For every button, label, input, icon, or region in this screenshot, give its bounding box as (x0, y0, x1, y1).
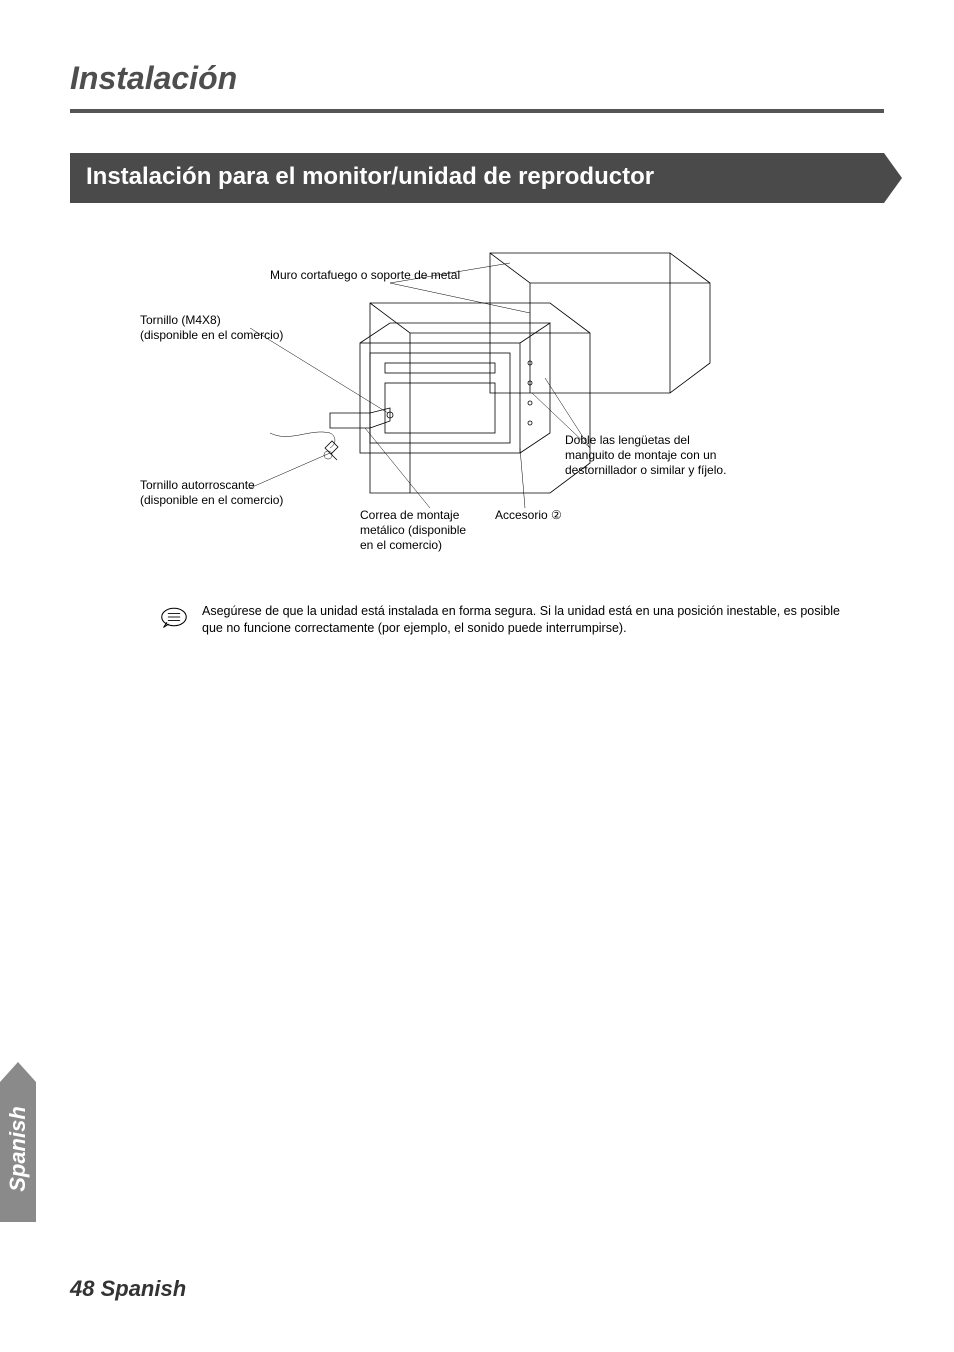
section-heading: Instalación para el monitor/unidad de re… (86, 163, 654, 190)
note-row: Asegúrese de que la unidad está instalad… (160, 603, 844, 637)
page: Instalación Instalación para el monitor/… (0, 0, 954, 1352)
page-footer: 48 Spanish (70, 1276, 186, 1302)
lang-tab-text: Spanish (5, 1089, 31, 1209)
label-tabs: Doble las lengüetas del manguito de mont… (565, 433, 726, 478)
note-text: Asegúrese de que la unidad está instalad… (202, 603, 844, 637)
section-banner: Instalación para el monitor/unidad de re… (70, 153, 884, 203)
installation-diagram: Muro cortafuego o soporte de metal Torni… (70, 233, 884, 593)
label-firewall: Muro cortafuego o soporte de metal (270, 268, 460, 283)
label-strap: Correa de montaje metálico (disponible e… (360, 508, 466, 553)
diagram-svg (70, 233, 890, 593)
page-title: Instalación (70, 60, 884, 97)
label-accessory: Accesorio ② (495, 508, 562, 523)
label-screw-m4x8: Tornillo (M4X8) (disponible en el comerc… (140, 313, 283, 343)
title-rule (70, 109, 884, 113)
note-icon (160, 603, 188, 636)
label-selftapping: Tornillo autorroscante (disponible en el… (140, 478, 283, 508)
